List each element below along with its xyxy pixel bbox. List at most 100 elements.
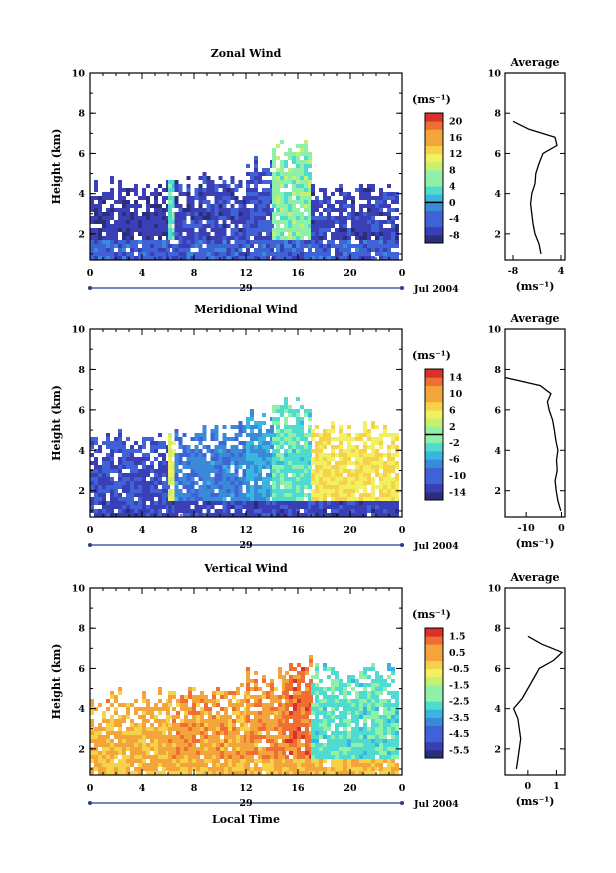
heatmap-cell <box>395 240 399 244</box>
heatmap-cell <box>214 248 219 252</box>
heatmap-cell <box>174 453 179 457</box>
heatmap-cell <box>168 212 172 216</box>
heatmap-cell <box>371 743 375 747</box>
heatmap-cell <box>292 429 296 433</box>
heatmap-cell <box>222 252 227 256</box>
heatmap-cell <box>379 461 383 465</box>
heatmap-cell <box>258 457 262 461</box>
heatmap-cell <box>98 509 102 513</box>
heatmap-cell <box>296 172 300 176</box>
heatmap-cell <box>254 731 258 735</box>
heatmap-cell <box>190 204 195 208</box>
heatmap-cell <box>339 719 343 723</box>
heatmap-cell <box>146 469 150 473</box>
heatmap-cell <box>226 437 231 441</box>
heatmap-cell <box>150 513 154 517</box>
heatmap-cell <box>379 735 383 739</box>
y-tick-label: 10 <box>72 325 86 336</box>
heatmap-cell <box>142 224 146 228</box>
heatmap-cell <box>270 759 274 763</box>
heatmap-cell <box>304 228 308 232</box>
heatmap-cell <box>246 493 250 497</box>
heatmap-cell <box>266 445 270 449</box>
heatmap-cell <box>242 252 247 256</box>
heatmap-cell <box>126 763 130 767</box>
heatmap-cell <box>288 148 292 152</box>
heatmap-cell <box>246 727 250 731</box>
heatmap-cell <box>305 683 309 687</box>
heatmap-cell <box>327 771 331 775</box>
profile-y-tick-label: 6 <box>494 149 501 160</box>
colorbar-swatch <box>425 210 443 220</box>
heatmap-cell <box>192 719 196 723</box>
heatmap-cell <box>371 699 375 703</box>
heatmap-cell <box>172 188 176 192</box>
y-tick-label: 4 <box>78 446 85 457</box>
heatmap-cell <box>363 695 367 699</box>
heatmap-cell <box>238 212 243 216</box>
heatmap-cell <box>224 711 228 715</box>
heatmap-cell <box>110 228 114 232</box>
heatmap-cell <box>204 711 208 715</box>
heatmap-cell <box>102 192 106 196</box>
heatmap-cell <box>367 457 371 461</box>
heatmap-cell <box>274 771 278 775</box>
heatmap-cell <box>90 228 94 232</box>
heatmap-cell <box>284 469 288 473</box>
heatmap-cell <box>304 160 308 164</box>
heatmap-cell <box>351 477 355 481</box>
heatmap-cell <box>218 441 223 445</box>
heatmap-cell <box>335 232 339 236</box>
heatmap-cell <box>339 461 343 465</box>
heatmap-cell <box>202 461 207 465</box>
heatmap-cell <box>343 220 347 224</box>
heatmap-cell <box>232 767 236 771</box>
heatmap-cell <box>234 457 239 461</box>
heatmap-cell <box>162 743 166 747</box>
heatmap-cell <box>304 441 308 445</box>
heatmap-cell <box>395 437 399 441</box>
heatmap-cell <box>110 461 114 465</box>
heatmap-cell <box>323 236 327 240</box>
heatmap-cell <box>228 763 232 767</box>
heatmap-cell <box>214 220 219 224</box>
heatmap-cell <box>214 437 219 441</box>
y-tick-label: 10 <box>72 69 86 80</box>
heatmap-cell <box>212 715 216 719</box>
colorbar-tick-label: 12 <box>449 149 462 160</box>
heatmap-cell <box>192 763 196 767</box>
heatmap-cell <box>355 679 359 683</box>
heatmap-cell <box>228 743 232 747</box>
heatmap-cell <box>304 184 308 188</box>
profile-y-tick-label: 4 <box>494 704 501 715</box>
heatmap-cell <box>168 445 172 449</box>
heatmap-cell <box>311 469 315 473</box>
heatmap-cell <box>280 453 284 457</box>
heatmap-cell <box>266 461 270 465</box>
heatmap-cell <box>292 208 296 212</box>
heatmap-cell <box>180 723 184 727</box>
heatmap-cell <box>276 156 280 160</box>
heatmap-cell <box>222 449 227 453</box>
heatmap-cell <box>106 723 110 727</box>
colorbar-unit: (ms⁻¹) <box>412 93 451 106</box>
heatmap-cell <box>383 200 387 204</box>
heatmap-cell <box>300 481 304 485</box>
heatmap-cell <box>150 501 154 505</box>
heatmap-cell <box>266 168 270 172</box>
heatmap-cell <box>218 200 223 204</box>
heatmap-cell <box>192 727 196 731</box>
heatmap-cell <box>262 695 266 699</box>
heatmap-cell <box>323 441 327 445</box>
heatmap-cell <box>395 433 399 437</box>
heatmap-cell <box>184 763 188 767</box>
heatmap-cell <box>327 489 331 493</box>
colorbar-tick-label: -14 <box>449 487 467 498</box>
heatmap-cell <box>182 493 187 497</box>
heatmap-cell <box>172 739 176 743</box>
heatmap-cell <box>379 481 383 485</box>
heatmap-cell <box>122 505 126 509</box>
heatmap-cell <box>272 509 276 513</box>
heatmap-cell <box>305 739 309 743</box>
heatmap-cell <box>166 707 170 711</box>
